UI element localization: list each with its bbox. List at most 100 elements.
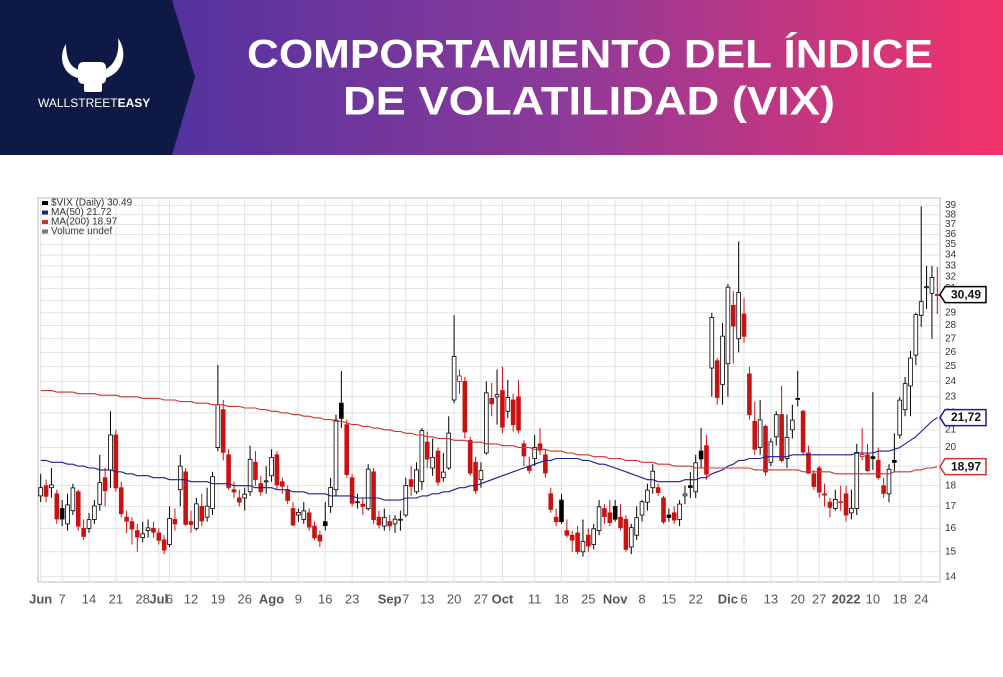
candle-body xyxy=(634,517,639,536)
x-tick-label: 6 xyxy=(740,591,747,606)
candle-body xyxy=(489,397,494,405)
y-tick-label: 36 xyxy=(945,229,957,240)
x-tick-label: 16 xyxy=(318,591,332,606)
x-tick-label: 22 xyxy=(688,591,702,606)
candle-body xyxy=(607,512,613,523)
candle-body xyxy=(924,286,929,289)
moving-average-line xyxy=(40,390,938,475)
candle-body xyxy=(929,277,935,294)
x-tick-label: 6 xyxy=(166,591,173,606)
x-tick-label: 13 xyxy=(764,591,778,606)
x-tick-label: Oct xyxy=(492,591,514,606)
candle-body xyxy=(875,459,881,478)
candle-body xyxy=(92,505,97,520)
candle-body xyxy=(591,528,596,545)
brand: WALLSTREETEASY xyxy=(38,96,150,110)
candle-body xyxy=(838,501,843,504)
candle-body xyxy=(886,468,892,495)
x-tick-label: 9 xyxy=(295,591,302,606)
candle-body xyxy=(612,505,618,520)
y-tick-label: 17 xyxy=(945,501,957,512)
candle-body xyxy=(306,512,312,528)
candle-body xyxy=(822,493,827,496)
candle-body xyxy=(194,503,199,529)
candle-body xyxy=(698,450,704,460)
x-tick-label: 13 xyxy=(420,591,434,606)
candle-body xyxy=(145,527,151,532)
candle-body xyxy=(371,471,376,521)
x-tick-label: 8 xyxy=(638,591,645,606)
title-line: COMPORTAMIENTO DEL ÍNDICE xyxy=(247,32,933,77)
candle-body xyxy=(65,504,70,525)
candle-body xyxy=(274,454,280,486)
candle-body xyxy=(865,454,870,472)
candle-body xyxy=(575,532,580,552)
candle-body xyxy=(360,503,366,507)
candle-body xyxy=(730,304,736,327)
candle-body xyxy=(473,461,478,492)
candle-body xyxy=(897,399,903,436)
candle-body xyxy=(199,505,205,522)
candle-body xyxy=(188,521,194,525)
candle-body xyxy=(296,512,301,516)
x-tick-label: 15 xyxy=(662,591,676,606)
legend-label: $VIX (Daily) 30.49 xyxy=(51,198,133,209)
last-value-label: 18,97 xyxy=(951,459,981,473)
candle-body xyxy=(918,301,924,316)
candle-body xyxy=(242,493,248,499)
candle-body xyxy=(38,487,43,497)
candle-body xyxy=(843,493,849,516)
candle-body xyxy=(661,497,666,523)
x-tick-label: Dic xyxy=(718,591,738,606)
title-line: DE VOLATILIDAD (VIX) xyxy=(343,80,835,124)
candle-body xyxy=(102,477,108,492)
candle-body xyxy=(457,375,462,382)
candle-body xyxy=(548,493,554,510)
candle-body xyxy=(741,313,747,337)
candle-body xyxy=(532,447,537,459)
candle-body xyxy=(398,518,403,521)
candle-body xyxy=(773,414,779,438)
candle-body xyxy=(462,380,468,433)
candle-body xyxy=(382,517,387,527)
candle-body xyxy=(279,481,285,487)
candle-body xyxy=(757,419,763,448)
candle-body xyxy=(70,487,76,512)
candle-body xyxy=(81,527,86,537)
y-tick-label: 37 xyxy=(945,219,957,230)
y-tick-label: 23 xyxy=(945,391,957,402)
candle-body xyxy=(167,518,172,545)
y-tick-label: 25 xyxy=(945,361,957,372)
candle-body xyxy=(441,471,446,479)
candle-body xyxy=(172,519,178,525)
x-tick-label: Nov xyxy=(603,591,628,606)
x-tick-label: 10 xyxy=(866,591,880,606)
x-tick-label: Jul xyxy=(149,591,168,606)
candle-body xyxy=(49,484,54,489)
x-tick-label: 2022 xyxy=(832,591,861,606)
candle-body xyxy=(376,516,382,526)
candle-body xyxy=(231,489,237,493)
candle-body xyxy=(902,383,908,411)
candle-body xyxy=(59,508,65,520)
y-tick-label: 33 xyxy=(945,261,957,272)
candle-body xyxy=(510,399,516,426)
x-tick-label: 12 xyxy=(184,591,198,606)
candle-body xyxy=(913,314,919,356)
candle-body xyxy=(849,507,854,514)
x-tick-label: Sep xyxy=(378,591,402,606)
candle-body xyxy=(484,392,489,454)
candle-body xyxy=(714,360,720,398)
legend-swatch xyxy=(42,201,48,205)
candle-body xyxy=(500,390,505,428)
candle-body xyxy=(419,430,425,483)
candle-body xyxy=(553,516,559,523)
legend-label: MA(200) 18.97 xyxy=(51,217,118,228)
x-tick-label: 26 xyxy=(237,591,251,606)
x-tick-label: Jun xyxy=(29,591,52,606)
candle-body xyxy=(596,506,602,532)
candle-body xyxy=(177,465,183,491)
candle-body xyxy=(564,530,570,536)
x-tick-label: 27 xyxy=(474,591,488,606)
candle-body xyxy=(795,397,801,400)
